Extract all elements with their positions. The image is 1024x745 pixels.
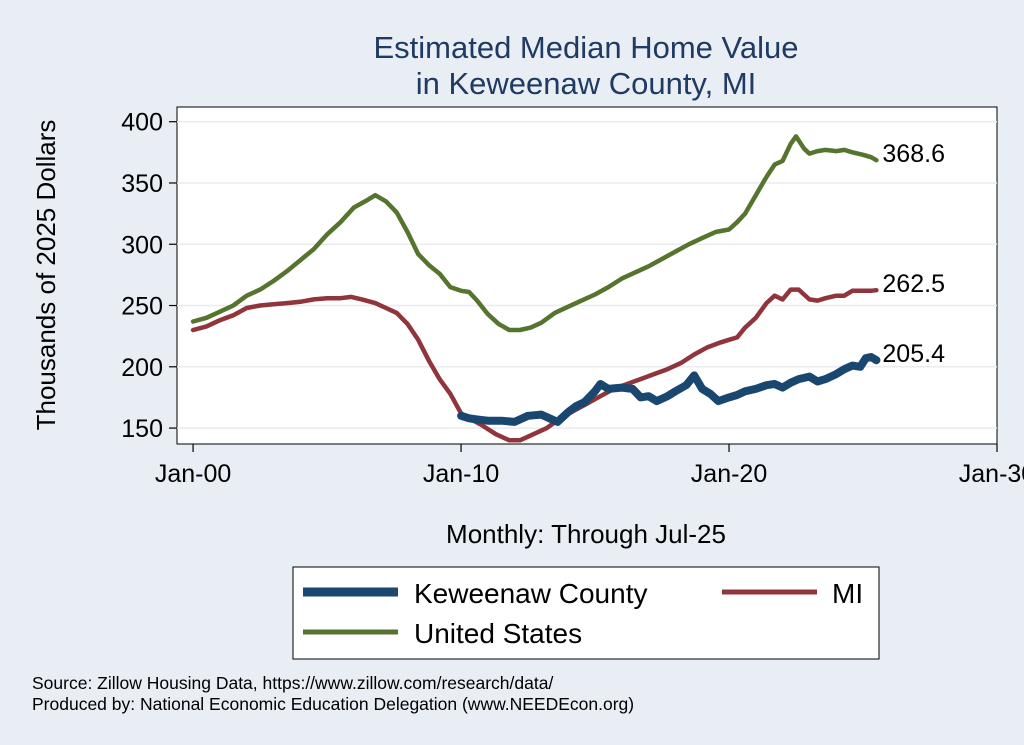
legend-label-us: United States — [414, 618, 582, 649]
end-value-label: 368.6 — [882, 140, 945, 168]
axes: 150 200 250 300 350 400 Jan-00 Jan-10 Jan-20 Jan-… — [121, 109, 1024, 488]
y-tick-label: 250 — [121, 293, 163, 321]
x-tick-label: Jan-20 — [691, 460, 767, 488]
chart-title-line-1: Estimated Median Home Value — [373, 30, 798, 65]
x-tick-label: Jan-00 — [155, 460, 231, 488]
legend-box — [292, 566, 880, 660]
legend-label-mi: MI — [832, 578, 863, 609]
end-value-label: 205.4 — [882, 340, 945, 368]
series-lines — [190, 134, 881, 443]
series-line-keweenaw-county — [457, 353, 881, 426]
series-line-united-states — [190, 134, 879, 333]
y-tick-label: 400 — [121, 109, 163, 137]
y-tick-label: 300 — [121, 231, 163, 259]
x-tick-label: Jan-10 — [423, 460, 499, 488]
end-value-label: 262.5 — [882, 270, 945, 298]
y-tick-label: 200 — [121, 354, 163, 382]
legend-label-keweenaw: Keweenaw County — [414, 578, 647, 609]
y-tick-label: 150 — [121, 415, 163, 443]
legend: Keweenaw County MI United States — [292, 566, 880, 660]
plot-area — [176, 106, 998, 445]
source-line-1: Source: Zillow Housing Data, https://www… — [32, 673, 553, 693]
end-labels: 205.4 262.5 368.6 — [882, 140, 945, 368]
y-tick-label: 350 — [121, 170, 163, 198]
chart-title-line-2: in Keweenaw County, MI — [416, 66, 757, 101]
y-axis-title: Thousands of 2025 Dollars — [31, 120, 61, 431]
x-tick-label: Jan-30 — [959, 460, 1024, 488]
source-line-2: Produced by: National Economic Education… — [32, 694, 634, 714]
x-axis-title: Monthly: Through Jul-25 — [446, 519, 726, 549]
